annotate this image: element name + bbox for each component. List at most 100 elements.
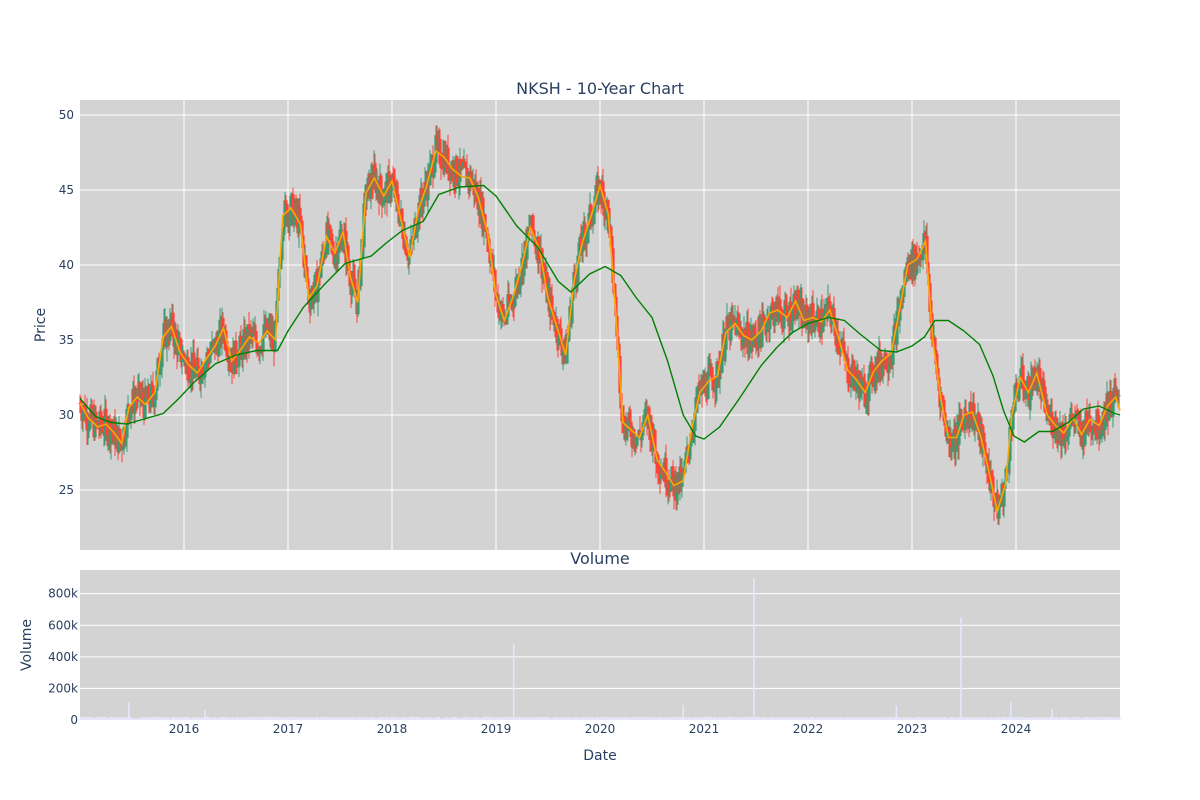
candle-body (592, 209, 596, 224)
volume-bar (848, 717, 850, 720)
volume-bar (529, 717, 531, 720)
volume-bar (1110, 717, 1112, 720)
candle-body (643, 413, 647, 415)
candle-body (452, 164, 456, 184)
candle-body (237, 349, 241, 367)
candle-body (200, 366, 204, 380)
candle-body (940, 394, 944, 400)
candle-body (391, 176, 395, 181)
candle-body (586, 229, 590, 236)
volume-bar (273, 716, 275, 720)
candle-body (422, 194, 426, 207)
candle-body (124, 437, 128, 440)
volume-bar (732, 717, 735, 720)
candle-body (538, 259, 542, 263)
candle-body (513, 291, 517, 307)
candle-body (580, 251, 584, 253)
candle-body (891, 336, 895, 365)
volume-bar (286, 717, 288, 720)
x-axis-title: Date (583, 748, 616, 764)
volume-bar (217, 717, 219, 720)
volume-bar (945, 717, 948, 720)
candle-body (1033, 367, 1037, 372)
candle-body (914, 253, 918, 276)
volume-bar (162, 717, 164, 720)
volume-bar (330, 717, 332, 720)
candle-body (736, 317, 740, 320)
volume-bar (937, 717, 939, 720)
candle-body (121, 448, 125, 451)
volume-bar (1069, 717, 1072, 720)
volume-bar (675, 716, 678, 720)
candle-body (380, 191, 384, 206)
volume-bar (175, 716, 178, 720)
volume-bar (1056, 716, 1058, 720)
candle-body (963, 412, 967, 431)
candle-body (902, 284, 906, 297)
volume-bar (585, 716, 587, 720)
candle-body (129, 411, 133, 420)
candle-body (511, 298, 515, 305)
volume-plot-area[interactable] (80, 570, 1120, 720)
candle-body (711, 378, 715, 391)
candle-body (88, 413, 92, 429)
candle-body (884, 352, 888, 370)
candle-body (780, 313, 784, 324)
volume-bar (689, 717, 691, 720)
candle-body (404, 236, 408, 255)
candle-body (241, 337, 245, 361)
candle-body (782, 314, 786, 329)
volume-bar (875, 717, 877, 720)
candle-body (300, 220, 304, 236)
volume-bar (722, 716, 724, 720)
volume-bar (632, 716, 634, 720)
candle-body (158, 370, 162, 375)
volume-bar (953, 716, 955, 720)
candle-body (1028, 400, 1032, 407)
volume-bar (302, 717, 304, 720)
volume-bar (640, 717, 642, 720)
volume-bar (165, 717, 167, 720)
volume-bar (839, 717, 841, 720)
candle-body (847, 383, 851, 386)
candle-body (934, 349, 938, 365)
candle-body (178, 337, 182, 340)
candle-body (346, 245, 350, 264)
candle-body (601, 181, 605, 192)
candle-body (533, 236, 537, 247)
candle-body (684, 456, 688, 461)
candle-body (239, 335, 243, 344)
candle-body (463, 161, 467, 167)
short-moving-average-line (79, 149, 1121, 515)
candle-body (104, 408, 108, 416)
candle-body (791, 304, 795, 321)
candle-body (136, 388, 140, 401)
candle-body (565, 342, 569, 364)
volume-bar (574, 717, 576, 720)
chart-title: NKSH - 10-Year Chart (516, 79, 684, 98)
candle-body (750, 329, 754, 346)
candle-body (732, 315, 736, 321)
volume-y-axis-title: Volume (19, 619, 35, 671)
candle-body (812, 317, 816, 330)
candle-body (343, 229, 347, 232)
volume-bar (762, 717, 765, 720)
candle-body (640, 430, 644, 441)
candle-body (259, 346, 263, 351)
candle-body (830, 316, 834, 325)
volume-bar (890, 717, 892, 720)
volume-bar (223, 717, 225, 720)
volume-bar (272, 716, 274, 720)
candle-body (826, 297, 830, 317)
volume-y-tick-label: 0 (70, 713, 78, 727)
volume-bar (665, 716, 667, 720)
candle-body (558, 324, 562, 329)
volume-bar (287, 717, 290, 720)
candle-body (389, 190, 393, 197)
candle-body (1052, 434, 1056, 437)
volume-bar (777, 716, 779, 720)
volume-bar (920, 716, 922, 720)
date-tick-label: 2024 (1001, 722, 1032, 736)
date-tick-label: 2020 (585, 722, 616, 736)
volume-spike-bar (1010, 702, 1012, 720)
